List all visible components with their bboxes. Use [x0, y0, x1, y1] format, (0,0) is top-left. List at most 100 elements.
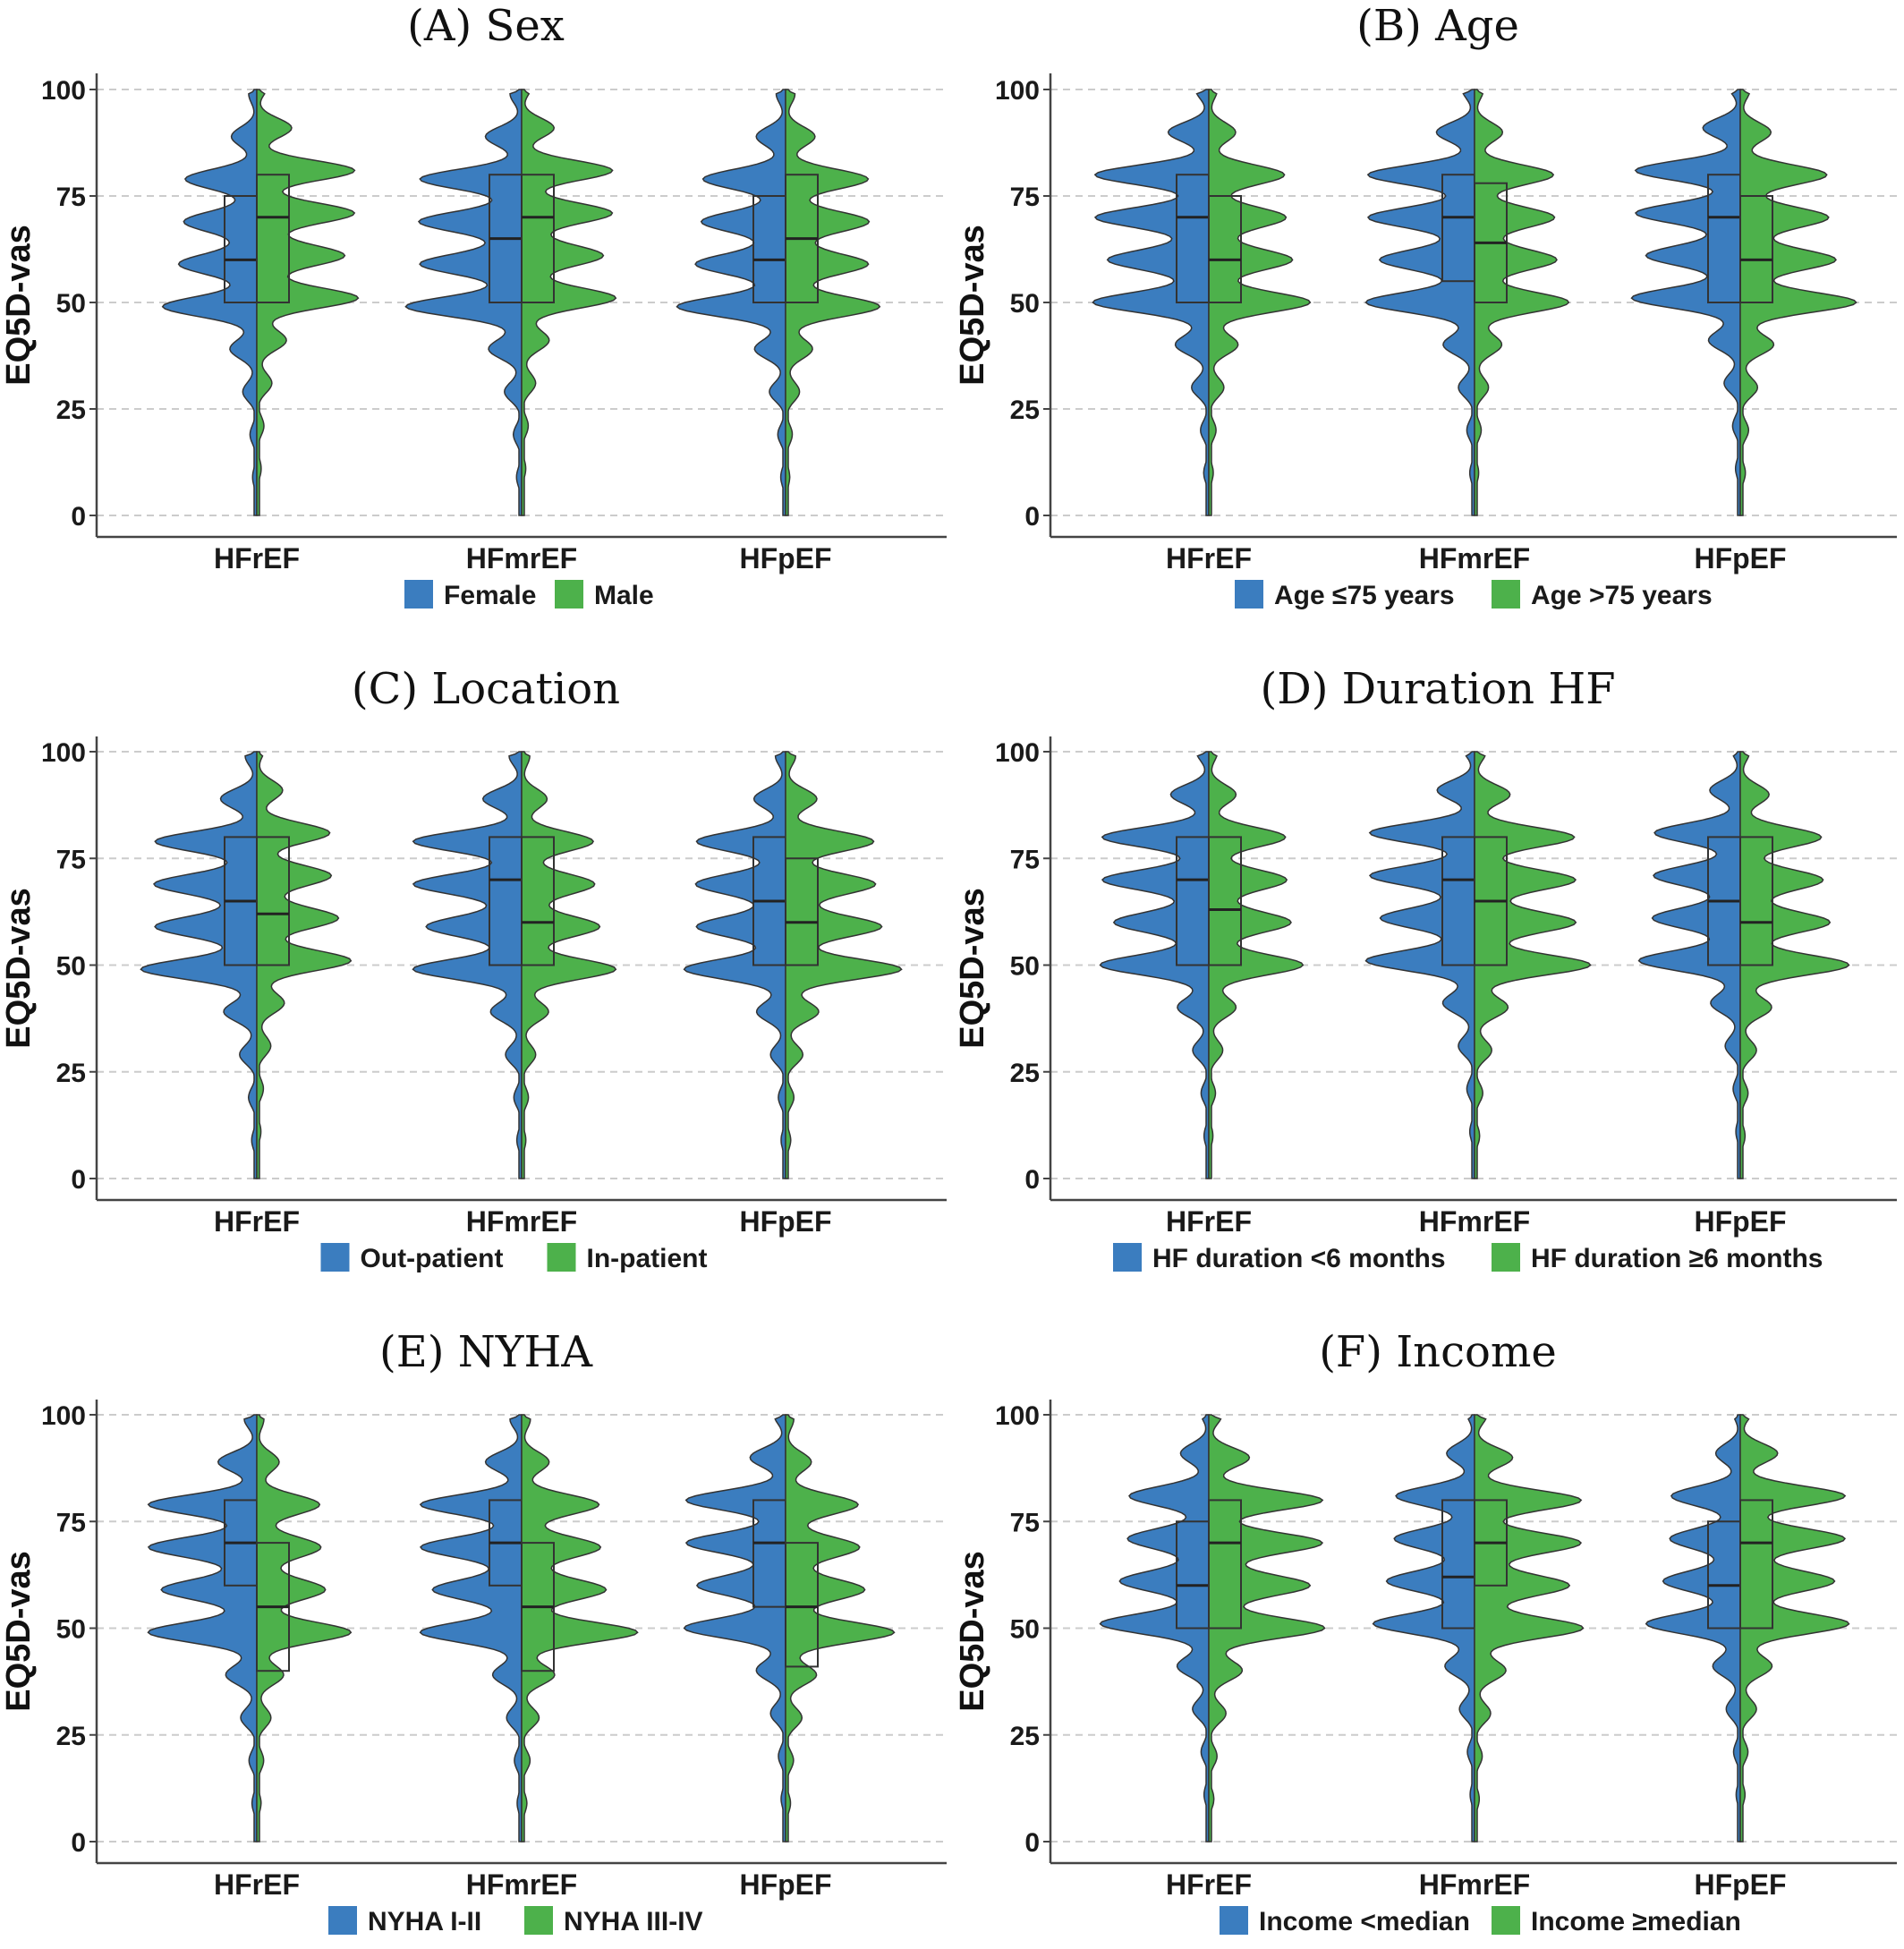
- legend-label: Age ≤75 years: [1274, 581, 1455, 610]
- y-tick-label: 75: [56, 183, 86, 212]
- y-tick-label: 0: [71, 502, 86, 532]
- legend-swatch: [1492, 1906, 1520, 1935]
- x-tick-label: HFpEF: [739, 1868, 831, 1901]
- violin-right-hfmref: [521, 751, 617, 1179]
- x-tick-label: HFrEF: [214, 1205, 300, 1238]
- panel-title: (D) Duration HF: [1260, 664, 1615, 714]
- y-axis-title: EQ5D-vas: [0, 888, 38, 1049]
- legend-label: NYHA I-II: [368, 1907, 481, 1936]
- legend-swatch: [1492, 580, 1520, 609]
- violin-right-hfpef: [785, 1414, 896, 1843]
- y-axis-title: EQ5D-vas: [954, 888, 991, 1049]
- violin-left-hfmref: [1364, 751, 1475, 1179]
- violin-left-hfmref: [1364, 89, 1475, 516]
- y-tick-label: 100: [41, 738, 86, 768]
- panel-title: (B) Age: [1356, 1, 1519, 51]
- panel-d: (D) Duration HF 0 25 50 75 100 EQ5D-vas HFrEF HF…: [954, 664, 1897, 1273]
- legend: Female Male: [404, 580, 654, 610]
- y-tick-label: 25: [1010, 1059, 1040, 1088]
- violin-left-hfpef: [683, 1414, 786, 1843]
- violin-left-hfmref: [419, 1414, 523, 1843]
- legend: Income <median Income ≥median: [1220, 1906, 1741, 1936]
- violin-right-hfpef: [1739, 1414, 1850, 1843]
- x-tick-label: HFpEF: [1694, 1205, 1786, 1238]
- legend-label: Female: [444, 581, 536, 610]
- violin-right-hfref: [1208, 89, 1312, 516]
- legend: NYHA I-II NYHA III-IV: [328, 1906, 703, 1936]
- violin-left-hfref: [147, 1414, 258, 1843]
- box-right: [256, 174, 290, 303]
- y-tick-label: 50: [1010, 289, 1040, 319]
- legend-label: Income <median: [1259, 1907, 1470, 1936]
- y-tick-label: 75: [1010, 183, 1040, 212]
- violin-left-hfmref: [1372, 1414, 1475, 1843]
- y-tick-label: 75: [1010, 1508, 1040, 1537]
- violin-right-hfmref: [1474, 89, 1570, 516]
- x-tick-label: HFmrEF: [1419, 542, 1530, 574]
- violin-left-hfmref: [412, 751, 523, 1179]
- violin-right-hfref: [256, 1414, 353, 1843]
- legend-swatch: [1235, 580, 1263, 609]
- violin-left-hfref: [140, 751, 258, 1179]
- violin-left-hfpef: [1637, 751, 1741, 1179]
- panel-a: (A) Sex 0 25 50 75 100 EQ5D-vas HFrEF HFmrEF HFpE…: [0, 1, 947, 610]
- x-tick-label: HFrEF: [1166, 1868, 1252, 1901]
- panel-b: (B) Age 0 25 50 75 100 EQ5D-vas HFrEF HFmrEF HFpE…: [954, 1, 1897, 610]
- panel-e: (E) NYHA 0 25 50 75 100 EQ5D-vas HFrEF HFmrEF HFp…: [0, 1327, 947, 1936]
- box-right: [1208, 836, 1242, 966]
- violin-right-hfpef: [1739, 89, 1857, 516]
- panel-f: (F) Income 0 25 50 75 100 EQ5D-vas HFrEF HFmrEF H…: [954, 1327, 1897, 1936]
- panel-title: (E) NYHA: [379, 1327, 593, 1377]
- y-tick-label: 0: [71, 1165, 86, 1195]
- x-tick-label: HFrEF: [214, 1868, 300, 1901]
- violin-right-hfref: [256, 89, 360, 516]
- violin-left-hfpef: [1630, 89, 1741, 516]
- x-tick-label: HFmrEF: [1419, 1868, 1530, 1901]
- legend-label: Male: [594, 581, 654, 610]
- x-tick-label: HFrEF: [1166, 1205, 1252, 1238]
- panel-title: (F) Income: [1319, 1327, 1557, 1377]
- violin-right-hfmref: [521, 89, 617, 516]
- x-tick-label: HFpEF: [739, 1205, 831, 1238]
- y-tick-label: 25: [56, 1722, 86, 1751]
- legend-label: Income ≥median: [1531, 1907, 1741, 1936]
- legend-label: Age >75 years: [1531, 581, 1713, 610]
- y-axis-title: EQ5D-vas: [954, 225, 991, 386]
- violin-right-hfmref: [1474, 1414, 1585, 1843]
- box-right: [521, 836, 555, 966]
- y-tick-label: 25: [1010, 396, 1040, 425]
- y-axis-title: EQ5D-vas: [0, 1551, 38, 1712]
- y-tick-label: 50: [1010, 952, 1040, 982]
- y-axis-title: EQ5D-vas: [0, 225, 38, 386]
- y-tick-label: 50: [1010, 1615, 1040, 1645]
- box-right: [256, 836, 290, 966]
- x-tick-label: HFmrEF: [1419, 1205, 1530, 1238]
- x-tick-label: HFpEF: [739, 542, 831, 574]
- violin-left-hfref: [1092, 89, 1210, 516]
- panel-title: (A) Sex: [407, 1, 565, 51]
- y-tick-label: 100: [995, 76, 1040, 106]
- y-tick-label: 100: [995, 1401, 1040, 1431]
- legend-swatch: [547, 1243, 576, 1272]
- box-right: [521, 174, 555, 303]
- y-tick-label: 25: [56, 396, 86, 425]
- y-tick-label: 25: [1010, 1722, 1040, 1751]
- legend-swatch: [555, 580, 583, 609]
- x-tick-label: HFpEF: [1694, 1868, 1786, 1901]
- legend: Age ≤75 years Age >75 years: [1235, 580, 1713, 610]
- y-tick-label: 0: [71, 1828, 86, 1858]
- y-tick-label: 0: [1024, 1165, 1040, 1195]
- legend-label: Out-patient: [361, 1244, 504, 1273]
- x-tick-label: HFmrEF: [466, 1868, 577, 1901]
- box-right: [1739, 1499, 1773, 1630]
- legend-swatch: [320, 1243, 350, 1272]
- x-tick-label: HFpEF: [1694, 542, 1786, 574]
- y-tick-label: 100: [995, 738, 1040, 768]
- legend-label: HF duration <6 months: [1152, 1244, 1446, 1273]
- legend-swatch: [1492, 1243, 1520, 1272]
- legend-swatch: [328, 1906, 357, 1935]
- violin-right-hfref: [256, 751, 353, 1179]
- box-right: [785, 857, 819, 966]
- y-axis-title: EQ5D-vas: [954, 1551, 991, 1712]
